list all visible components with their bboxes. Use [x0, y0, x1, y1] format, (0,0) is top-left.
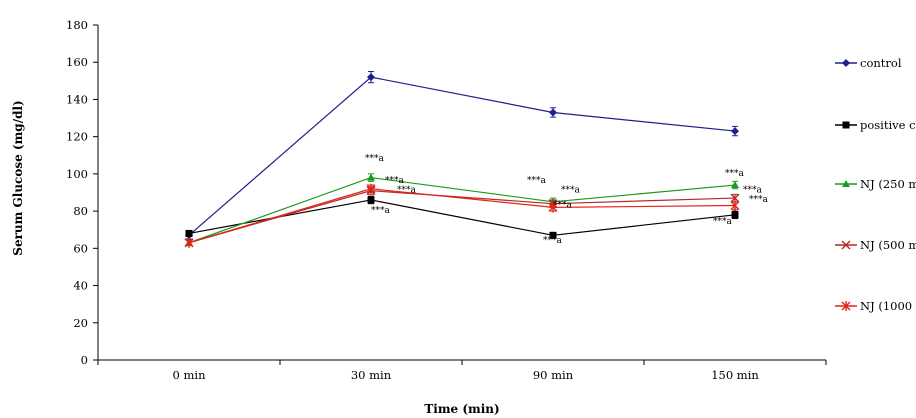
legend-item: NJ (1000 mg/kg) [835, 299, 916, 313]
x-tick-label: 30 min [351, 368, 392, 382]
x-tick-label: 90 min [533, 368, 574, 382]
data-point [366, 183, 376, 194]
significance-annotations: ***a***a***a***a***a***a***a***a***a***a… [365, 154, 769, 246]
legend-label: NJ (1000 mg/kg) [860, 299, 916, 313]
series-3 [184, 186, 740, 248]
y-tick-label: 160 [66, 55, 88, 69]
axes [97, 25, 826, 361]
legend-item: control [835, 56, 902, 70]
legend-label: NJ (500 mg/kg) [860, 238, 916, 252]
data-point [548, 202, 558, 213]
legend-label: positive control [860, 118, 916, 132]
annotation-label: ***a [371, 206, 391, 216]
annotation-label: ***a [527, 176, 547, 186]
y-tick-label: 120 [66, 130, 88, 144]
y-tick-label: 80 [73, 204, 88, 218]
series-line [188, 188, 736, 244]
data-point [730, 193, 740, 203]
annotation-label: ***a [543, 236, 563, 246]
data-point [184, 237, 194, 248]
annotation-label: ***a [397, 186, 417, 196]
data-point [730, 200, 740, 211]
legend-marker [842, 121, 850, 129]
y-tick-label: 60 [73, 241, 88, 255]
data-point [367, 73, 375, 82]
x-tick-label: 0 min [173, 368, 207, 382]
y-tick-label: 20 [73, 316, 88, 330]
data-point [549, 231, 557, 239]
legend-item: NJ (250 mg/kg) [835, 177, 916, 191]
series-line [188, 199, 736, 236]
legend-item: NJ (500 mg/kg) [835, 238, 916, 252]
data-point [731, 127, 739, 136]
x-tick-label: 150 min [711, 368, 759, 382]
annotation-label: ***a [743, 186, 763, 196]
series-lines [184, 71, 740, 248]
data-point [185, 229, 193, 237]
data-point [367, 173, 375, 181]
legend-marker [841, 301, 851, 311]
legend-marker [842, 59, 850, 67]
annotation-label: ***a [385, 176, 405, 186]
legend-marker [841, 240, 851, 250]
annotation-label: ***a [713, 217, 733, 227]
legend-label: control [860, 56, 902, 70]
legend-item: positive control [835, 118, 916, 132]
y-tick-label: 40 [73, 279, 88, 293]
data-point [731, 181, 739, 189]
series-line [188, 190, 736, 244]
data-point [367, 196, 375, 204]
y-tick-label: 100 [66, 167, 88, 181]
series-1 [185, 195, 739, 239]
annotation-label: ***a [561, 186, 581, 196]
y-axis-title: Serum Glucose (mg/dl) [11, 100, 25, 255]
legend-label: NJ (250 mg/kg) [860, 177, 916, 191]
y-axis-ticks: 0 20 40 60 80 100 120 140 160 180 [66, 18, 98, 367]
annotation-label: ***a [553, 200, 573, 210]
data-point [549, 108, 557, 117]
series-2 [185, 173, 739, 247]
data-point [731, 211, 739, 219]
y-tick-label: 180 [66, 18, 88, 32]
series-line [188, 176, 736, 244]
annotation-label: ***a [749, 195, 769, 205]
annotation-label: ***a [725, 169, 745, 179]
y-tick-label: 0 [81, 353, 88, 367]
annotation-label: ***a [365, 154, 385, 164]
x-axis-ticks: 0 min 30 min 90 min 150 min [97, 360, 827, 382]
legend: control positive control NJ (250 mg/kg) NJ … [835, 56, 916, 313]
series-line [188, 76, 736, 236]
y-tick-label: 140 [66, 92, 88, 106]
legend-marker [842, 180, 850, 187]
series-4 [184, 183, 740, 248]
x-axis-title: Time (min) [424, 402, 499, 416]
